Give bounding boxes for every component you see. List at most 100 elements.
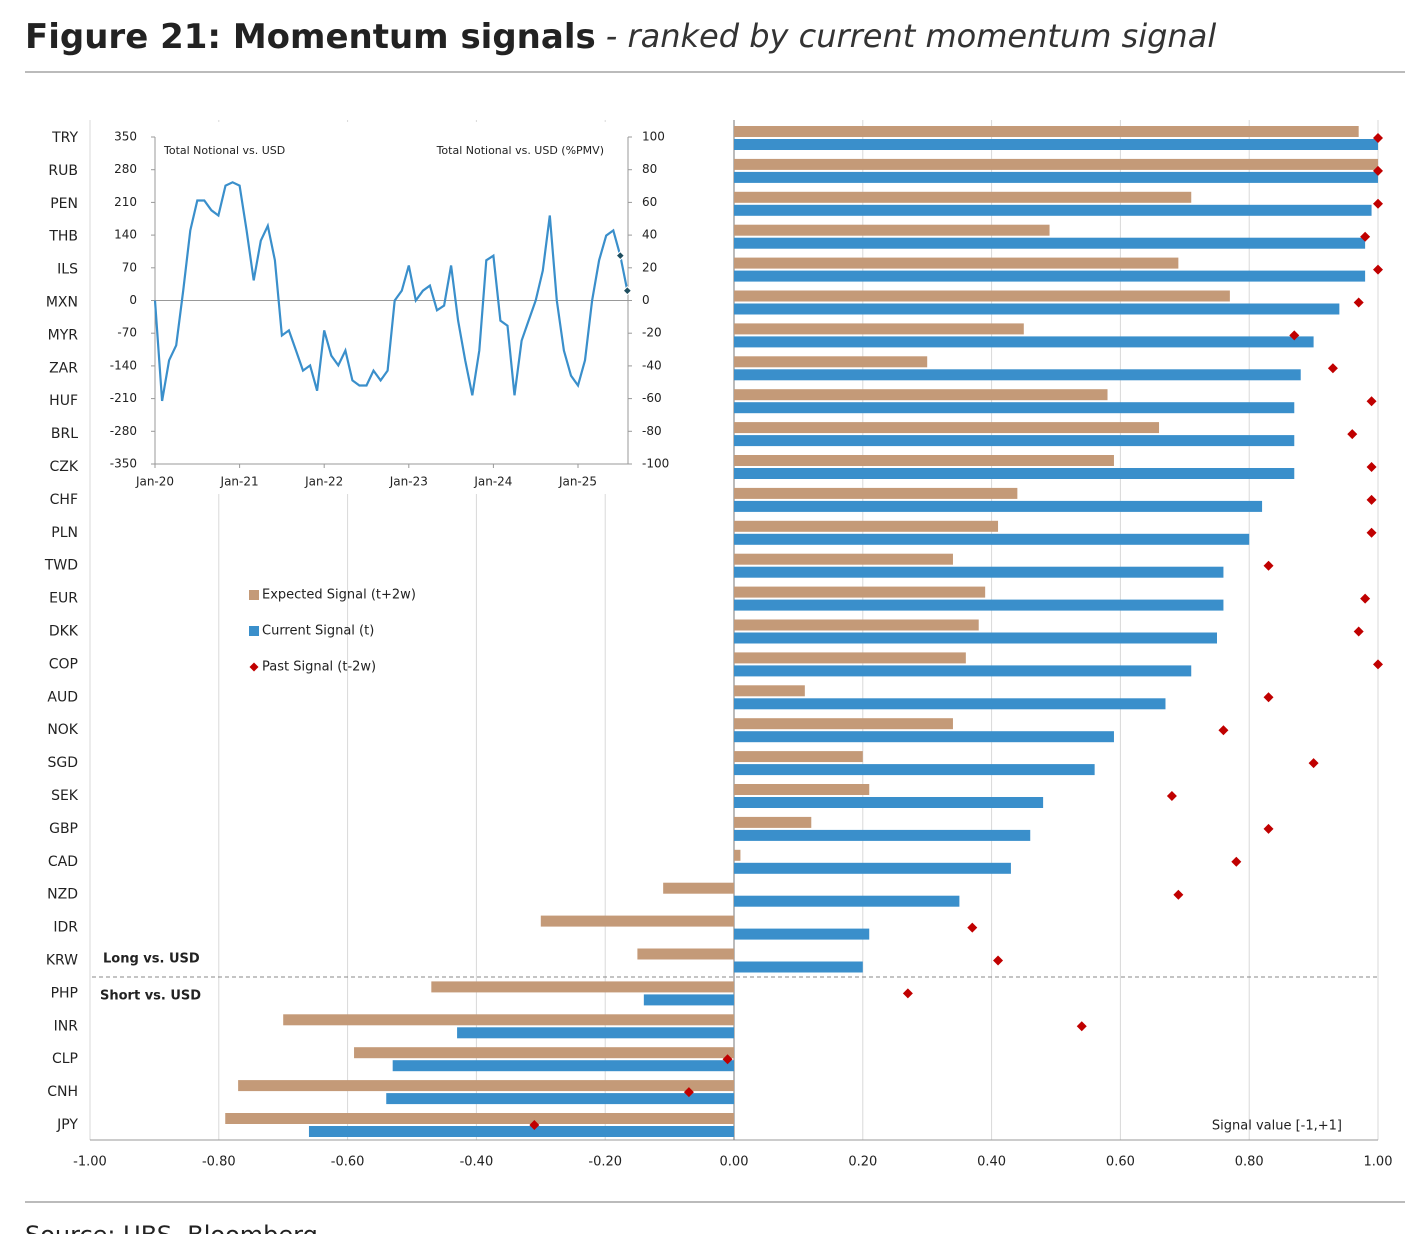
y-tick-label: -350 — [110, 457, 137, 471]
bar — [392, 1060, 734, 1072]
y2-tick-label: -20 — [642, 326, 662, 340]
x-tick-label: -0.80 — [202, 1155, 236, 1170]
y-tick-label: PLN — [51, 525, 78, 541]
x-tick-label: -0.20 — [588, 1155, 622, 1170]
bar — [734, 599, 1224, 611]
legend-label: Expected Signal (t+2w) — [262, 588, 416, 603]
bar — [386, 1093, 734, 1105]
bar — [734, 928, 870, 940]
bar — [734, 468, 1295, 479]
bar — [734, 158, 1378, 170]
legend-label: Current Signal (t) — [262, 624, 374, 639]
marker — [1218, 725, 1229, 736]
y-tick-label: HUF — [49, 393, 78, 409]
y-tick-label: RUB — [48, 163, 78, 179]
bar — [637, 948, 734, 960]
title-main: Figure 21: Momentum signals — [25, 17, 596, 57]
line — [153, 181, 629, 402]
bar — [734, 237, 1366, 249]
marker — [1360, 231, 1371, 242]
marker — [683, 1087, 694, 1098]
legend-swatch — [249, 662, 259, 672]
y-tick-label: CZK — [49, 459, 78, 475]
y-tick-label: -280 — [110, 424, 137, 438]
x-tick-label: Jan-24 — [473, 475, 512, 489]
y2-tick-label: -80 — [642, 424, 662, 438]
bar — [734, 257, 1179, 269]
marker — [1263, 823, 1274, 834]
x-tick-label: Jan-23 — [389, 475, 428, 489]
bar — [734, 303, 1340, 315]
y-tick-label: KRW — [46, 953, 78, 969]
marker — [1360, 593, 1371, 604]
y-tick-label: JPY — [56, 1117, 78, 1133]
marker — [1231, 856, 1242, 867]
marker — [993, 955, 1004, 966]
bar — [734, 764, 1095, 776]
x-tick-label: 0.20 — [848, 1155, 877, 1170]
x-tick-label: 0.80 — [1235, 1155, 1264, 1170]
bar — [734, 533, 1250, 545]
y2-tick-label: 20 — [642, 260, 657, 274]
marker — [1366, 494, 1377, 505]
marker — [1366, 396, 1377, 407]
bar — [734, 356, 928, 368]
end-marker — [622, 285, 633, 296]
bar — [734, 389, 1108, 401]
bar — [540, 915, 734, 927]
bar — [734, 402, 1295, 414]
bar — [734, 369, 1301, 381]
bar — [734, 961, 863, 973]
bar — [734, 224, 1050, 236]
marker — [1166, 791, 1177, 801]
y-tick-label: PEN — [50, 196, 78, 212]
y-tick-label: CAD — [48, 854, 78, 870]
axis-label: Signal value [-1,+1] — [1212, 1119, 1342, 1134]
bar — [734, 797, 1044, 808]
bar — [354, 1047, 734, 1059]
marker — [1366, 527, 1377, 538]
end-marker — [615, 250, 626, 261]
y2-tick-label: 0 — [642, 293, 650, 307]
marker — [1289, 330, 1300, 341]
bar — [734, 204, 1372, 216]
bar — [734, 816, 812, 828]
y-tick-label: TRY — [51, 130, 78, 146]
bar — [734, 553, 953, 565]
marker — [1373, 659, 1383, 670]
bar — [734, 455, 1114, 466]
bar — [734, 619, 979, 631]
y-tick-label: EUR — [49, 591, 78, 607]
y-tick-label: CHF — [50, 492, 78, 508]
annotation: Long vs. USD — [103, 951, 200, 966]
x-tick-label: 0.40 — [977, 1155, 1006, 1170]
y-tick-label: 140 — [114, 228, 137, 242]
bar — [734, 698, 1166, 710]
bar — [308, 1126, 734, 1137]
bar — [431, 981, 734, 993]
y-tick-label: SEK — [51, 788, 79, 804]
marker — [1373, 165, 1383, 176]
bar — [238, 1080, 734, 1092]
y-tick-label: NOK — [47, 722, 78, 738]
subtitle: - ranked by current momentum signal — [606, 17, 1217, 55]
source: Source: UBS, Bloomberg — [25, 1221, 318, 1234]
bar — [734, 829, 1031, 841]
bar — [734, 632, 1217, 644]
marker — [967, 922, 978, 933]
marker — [1263, 560, 1274, 571]
y-tick-label: GBP — [49, 821, 78, 837]
marker — [1366, 462, 1377, 472]
bar — [734, 652, 966, 664]
annotation: Short vs. USD — [100, 988, 201, 1003]
y-tick-label: INR — [54, 1018, 79, 1034]
bar — [734, 586, 986, 598]
bar — [734, 270, 1366, 282]
x-tick-label: Jan-22 — [304, 475, 343, 489]
bar — [734, 751, 863, 763]
x-tick-label: Jan-20 — [135, 475, 174, 489]
bar — [734, 290, 1230, 302]
y2-tick-label: -40 — [642, 358, 662, 372]
x-tick-label: Jan-25 — [558, 475, 597, 489]
y2-tick-label: 40 — [642, 228, 657, 242]
